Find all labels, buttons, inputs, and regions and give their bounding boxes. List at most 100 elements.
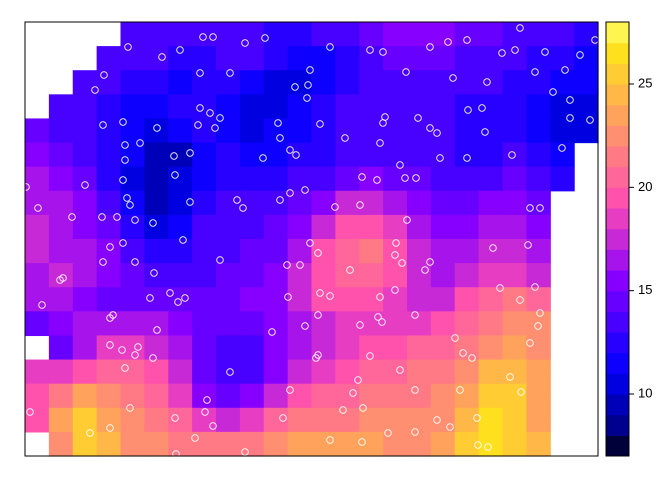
sample-point xyxy=(566,114,574,122)
sample-point xyxy=(526,339,534,347)
sample-point xyxy=(119,118,127,126)
raster-cell xyxy=(335,407,360,433)
sample-point xyxy=(126,404,134,412)
sample-point xyxy=(296,261,304,269)
raster-cell xyxy=(144,142,169,168)
raster-cell xyxy=(263,46,289,71)
sample-point xyxy=(484,443,492,451)
raster-cell xyxy=(526,118,551,144)
legend-swatch xyxy=(606,352,629,374)
sample-point xyxy=(292,151,300,159)
raster-cell xyxy=(168,214,193,240)
raster-cell xyxy=(239,22,265,47)
raster-cell xyxy=(454,46,480,71)
raster-cell xyxy=(454,190,480,216)
raster-cell xyxy=(216,70,241,95)
raster-cell xyxy=(502,407,527,433)
raster-cell xyxy=(144,239,169,264)
raster-cell xyxy=(478,239,504,264)
raster-cell xyxy=(359,214,384,240)
raster-cell xyxy=(168,94,193,120)
raster-cell xyxy=(478,311,504,337)
raster-cell xyxy=(48,142,74,168)
sample-point xyxy=(121,141,129,149)
sample-point xyxy=(59,274,67,282)
raster-cell xyxy=(25,311,50,337)
sample-point xyxy=(283,261,291,269)
raster-cell xyxy=(407,214,432,240)
raster-cell xyxy=(359,287,384,312)
sample-point xyxy=(201,408,209,416)
sample-point xyxy=(446,423,454,431)
sample-point xyxy=(194,121,202,129)
legend-swatch xyxy=(606,84,629,106)
sample-point xyxy=(211,124,219,132)
sample-point xyxy=(301,322,309,330)
raster-cell xyxy=(96,94,122,120)
raster-cell xyxy=(383,190,408,216)
raster-cell xyxy=(383,94,408,120)
raster-cell xyxy=(192,431,217,457)
sample-point xyxy=(392,239,400,247)
raster-cell xyxy=(359,359,384,385)
raster-cell xyxy=(383,166,408,192)
color-legend: 10 15 20 25 xyxy=(606,22,652,457)
raster-cell xyxy=(96,383,122,409)
raster-cell xyxy=(311,118,336,144)
raster-cell xyxy=(502,22,527,47)
raster-cell xyxy=(25,239,50,264)
raster-cell xyxy=(526,142,551,168)
sample-point xyxy=(463,36,471,44)
raster-cell xyxy=(478,214,504,240)
raster-cell xyxy=(192,263,217,288)
raster-cell xyxy=(25,359,50,385)
raster-cell xyxy=(287,142,313,168)
sample-point xyxy=(98,213,106,221)
raster-cell xyxy=(454,287,480,312)
sample-point xyxy=(206,109,214,117)
sample-point xyxy=(376,293,384,301)
raster-cell xyxy=(239,190,265,216)
raster-cell xyxy=(574,46,599,71)
sample-point xyxy=(349,389,357,397)
raster-cell xyxy=(72,287,98,312)
raster-cell xyxy=(120,214,145,240)
raster-cell xyxy=(311,311,336,337)
sample-point xyxy=(153,124,161,132)
raster-cell xyxy=(72,214,98,240)
sample-point xyxy=(259,154,267,162)
raster-cell xyxy=(478,407,504,433)
legend-swatch xyxy=(606,435,629,457)
sample-point xyxy=(314,249,322,257)
raster-cell xyxy=(287,287,313,312)
sample-point xyxy=(150,269,158,277)
raster-cell xyxy=(311,190,336,216)
raster-cell xyxy=(311,407,336,433)
raster-cell xyxy=(48,311,74,337)
raster-cell xyxy=(407,70,432,95)
raster-cell xyxy=(335,142,360,168)
raster-cell xyxy=(383,70,408,95)
sample-point xyxy=(456,386,464,394)
raster-cell xyxy=(335,287,360,312)
raster-cell xyxy=(502,359,527,385)
raster-cell xyxy=(383,407,408,433)
sample-point xyxy=(149,219,157,227)
raster-cell xyxy=(478,359,504,385)
sample-point xyxy=(196,69,204,77)
sample-point xyxy=(106,424,114,432)
raster-cell xyxy=(120,118,145,144)
raster-cell xyxy=(407,22,432,47)
raster-cell xyxy=(526,359,551,385)
raster-cell xyxy=(526,263,551,288)
raster-cell xyxy=(502,214,527,240)
legend-swatch xyxy=(606,311,629,333)
sample-point xyxy=(239,204,247,212)
raster-cell xyxy=(72,70,98,95)
raster-cell xyxy=(287,311,313,337)
raster-cell xyxy=(192,383,217,409)
legend-swatch xyxy=(606,146,629,168)
raster-cell xyxy=(263,142,289,168)
raster-cell xyxy=(287,166,313,192)
